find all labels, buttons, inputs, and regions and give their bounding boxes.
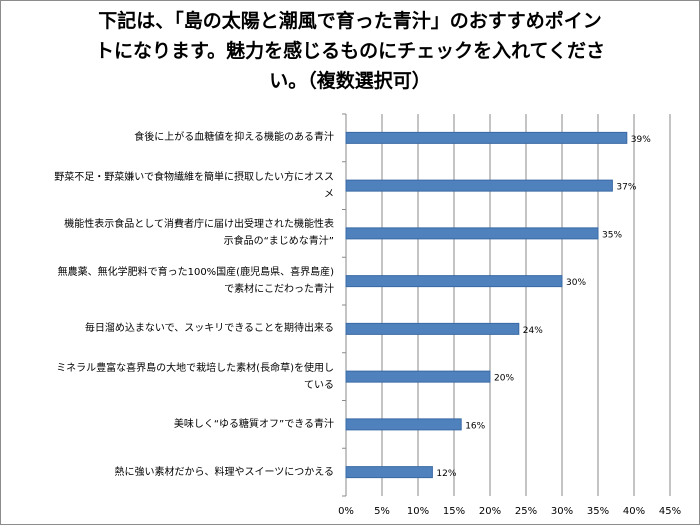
x-tick-label: 5% — [374, 506, 390, 517]
category-label-line: 機能性表示食品として消費者庁に届け出受理された機能性表 — [64, 219, 334, 231]
x-tick-label: 30% — [551, 506, 573, 517]
category-label-line: 毎日溜め込まないで、スッキリできることを期待出来る — [84, 323, 334, 335]
chart-title: 下記は、「島の太陽と潮風で育った青汁」のおすすめポイン トになります。魅力を感じ… — [60, 6, 640, 96]
bar — [345, 275, 563, 288]
category-label: 野菜不足・野菜嫌いで食物繊維を簡単に摂取したい方にオススメ — [34, 169, 334, 203]
data-label: 30% — [566, 278, 586, 288]
category-label-line: 食後に上がる血糖値を抑える機能のある青汁 — [134, 132, 334, 144]
category-label-line: 熱に強い素材だから、料理やスイーツにつかえる — [114, 466, 335, 478]
category-label: 無農薬、無化学肥料で育った100%国産(鹿児島県、喜界島産) で素材にこだわった青… — [34, 264, 334, 298]
x-tick-label: 20% — [479, 506, 501, 517]
bar — [345, 370, 491, 383]
x-tick-label: 35% — [587, 506, 609, 517]
data-label: 24% — [523, 326, 543, 336]
category-label-line: 野菜不足・野菜嫌いで食物繊維を簡単に摂取したい方にオスス — [54, 171, 334, 183]
data-label: 20% — [494, 374, 514, 384]
bar — [345, 131, 628, 144]
data-label: 39% — [631, 135, 651, 145]
data-label: 35% — [602, 230, 622, 240]
category-label: 毎日溜め込まないで、スッキリできることを期待出来る — [34, 320, 334, 337]
data-label: 12% — [436, 469, 456, 479]
category-label-line: 美味しく“ゆる糖質オフ”できる青汁 — [173, 418, 334, 430]
x-tick-label: 15% — [443, 506, 465, 517]
category-label-line: で素材にこだわった青汁 — [224, 284, 334, 296]
x-tick-label: 45% — [659, 506, 681, 517]
bar — [345, 227, 599, 240]
data-label: 37% — [616, 183, 636, 193]
category-label: 機能性表示食品として消費者庁に届け出受理された機能性表示食品の“まじめな青汁” — [34, 216, 334, 250]
category-label-line: メ — [324, 188, 334, 200]
chart-title-line-2: トになります。魅力を感じるものにチェックを入れてくださ — [95, 40, 605, 62]
category-label: 食後に上がる血糖値を抑える機能のある青汁 — [34, 129, 334, 146]
category-label-line: ミネラル豊富な喜界島の大地で栽培した素材(長命草)を使用し — [56, 362, 334, 374]
bar — [345, 418, 462, 431]
category-label: 美味しく“ゆる糖質オフ”できる青汁 — [34, 416, 334, 433]
x-tick-label: 0% — [338, 506, 354, 517]
x-tick-label: 25% — [515, 506, 537, 517]
data-label: 16% — [465, 421, 485, 431]
category-label-line: 無農薬、無化学肥料で育った100%国産(鹿児島県、喜界島産) — [57, 267, 334, 279]
bar — [345, 322, 520, 335]
category-label-line: 示食品の“まじめな青汁” — [223, 236, 334, 248]
bar — [345, 466, 433, 479]
chart-title-line-3: い。（複数選択可） — [269, 70, 431, 92]
x-tick-label: 40% — [623, 506, 645, 517]
chart-title-line-1: 下記は、「島の太陽と潮風で育った青汁」のおすすめポイン — [98, 10, 602, 32]
x-tick-label: 10% — [407, 506, 429, 517]
bar — [345, 179, 613, 192]
category-label-line: ている — [304, 379, 334, 391]
category-label: 熱に強い素材だから、料理やスイーツにつかえる — [34, 464, 335, 481]
category-label: ミネラル豊富な喜界島の大地で栽培した素材(長命草)を使用している — [34, 360, 334, 394]
